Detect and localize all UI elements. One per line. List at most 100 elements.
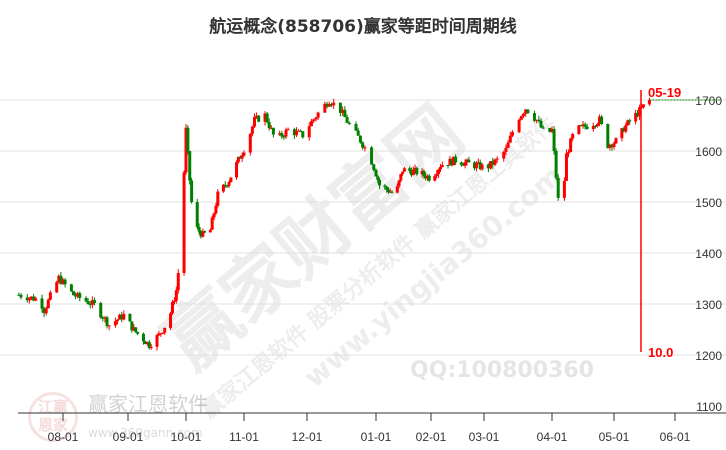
candle-body bbox=[214, 205, 218, 214]
candle-body bbox=[511, 132, 515, 136]
candle-body bbox=[374, 170, 378, 177]
candle-body bbox=[225, 185, 229, 187]
candle-body bbox=[401, 171, 405, 175]
candle-body bbox=[329, 104, 333, 106]
candle-body bbox=[506, 142, 510, 148]
candle-body bbox=[88, 304, 92, 306]
candle-body bbox=[101, 317, 105, 319]
candle-body bbox=[535, 119, 539, 121]
candle-body bbox=[17, 294, 21, 296]
candle-body bbox=[235, 162, 239, 178]
candle-body bbox=[32, 296, 36, 301]
candle-body bbox=[195, 202, 199, 227]
candle-body bbox=[309, 121, 313, 127]
candle-body bbox=[44, 308, 48, 314]
candle-body bbox=[473, 162, 477, 169]
candle-body bbox=[141, 333, 145, 342]
candle-body bbox=[502, 152, 506, 159]
candle-body bbox=[450, 158, 454, 166]
candle-body bbox=[608, 144, 612, 148]
y-tick-label: 1400 bbox=[695, 247, 722, 261]
candle-body bbox=[71, 291, 75, 296]
candle-body bbox=[440, 165, 444, 167]
candle-body bbox=[92, 300, 96, 304]
candle-body bbox=[647, 100, 651, 105]
candle-body bbox=[203, 231, 207, 233]
candle-body bbox=[295, 130, 298, 136]
candle-body bbox=[424, 175, 428, 179]
candle-body bbox=[312, 119, 316, 122]
marker-date-label: 05-19 bbox=[648, 85, 681, 100]
candle-body bbox=[390, 191, 394, 193]
x-tick-label: 09-01 bbox=[113, 430, 144, 444]
candle-body bbox=[517, 119, 521, 133]
candle-body bbox=[628, 120, 632, 122]
y-tick-label: 1700 bbox=[695, 94, 722, 108]
candle-body bbox=[459, 162, 463, 165]
candle-body bbox=[593, 125, 597, 127]
candle-body bbox=[307, 126, 311, 138]
x-tick-label: 03-01 bbox=[469, 430, 500, 444]
candle-body bbox=[174, 290, 178, 301]
candle-body bbox=[46, 299, 50, 309]
candle-body bbox=[571, 134, 575, 139]
candle-body bbox=[577, 125, 581, 135]
candle-body bbox=[552, 128, 556, 152]
candle-body bbox=[242, 152, 246, 156]
candle-body bbox=[161, 332, 165, 334]
x-tick-label: 10-01 bbox=[171, 430, 202, 444]
candle-body bbox=[437, 169, 441, 175]
candle-body bbox=[539, 120, 543, 128]
candle-body bbox=[267, 122, 271, 129]
candle-body bbox=[113, 321, 117, 326]
candle-body bbox=[413, 167, 417, 170]
y-tick-label: 1100 bbox=[696, 400, 722, 414]
candle-body bbox=[361, 142, 365, 148]
candle-body bbox=[263, 113, 267, 122]
candle-body bbox=[253, 117, 256, 127]
candle-body bbox=[402, 168, 406, 172]
candle-body bbox=[564, 153, 568, 181]
candle-body bbox=[105, 317, 109, 327]
candle-body bbox=[314, 117, 318, 120]
candle-body bbox=[223, 184, 227, 186]
candle-body bbox=[238, 156, 242, 159]
candle-body bbox=[229, 177, 233, 183]
candle-body bbox=[463, 162, 467, 166]
candle-body bbox=[624, 125, 628, 132]
candle-body bbox=[446, 165, 450, 167]
candle-body bbox=[34, 298, 38, 301]
watermark-logo-url: www.360gann.com bbox=[88, 426, 203, 440]
candle-body bbox=[435, 174, 439, 177]
candle-body bbox=[583, 124, 587, 127]
candle-body bbox=[169, 313, 173, 328]
candle-body bbox=[155, 335, 159, 347]
candle-body bbox=[170, 301, 174, 314]
candle-body bbox=[210, 217, 214, 230]
candle-body bbox=[338, 102, 342, 113]
candle-body bbox=[415, 167, 419, 175]
candle-body bbox=[567, 152, 571, 154]
y-tick-label: 1200 bbox=[695, 349, 722, 363]
candle-body bbox=[74, 295, 78, 297]
candle-body bbox=[84, 297, 88, 302]
candle-body bbox=[301, 131, 305, 138]
candle-body bbox=[493, 159, 497, 165]
candle-body bbox=[130, 321, 134, 331]
candle-body bbox=[271, 127, 275, 135]
candle-body bbox=[78, 293, 82, 298]
candle-body bbox=[48, 292, 52, 300]
candle-body bbox=[411, 169, 415, 176]
candle-body bbox=[427, 175, 431, 181]
candle-body bbox=[227, 182, 231, 186]
candle-body bbox=[569, 138, 573, 153]
candle-body bbox=[107, 325, 111, 327]
y-tick-label: 1600 bbox=[695, 145, 722, 159]
candle-body bbox=[216, 191, 220, 206]
candle-body bbox=[386, 189, 390, 193]
candle-body bbox=[57, 275, 61, 283]
candle-body bbox=[236, 156, 240, 163]
watermark-logo-text: 赢家江恩软件 bbox=[88, 392, 208, 416]
